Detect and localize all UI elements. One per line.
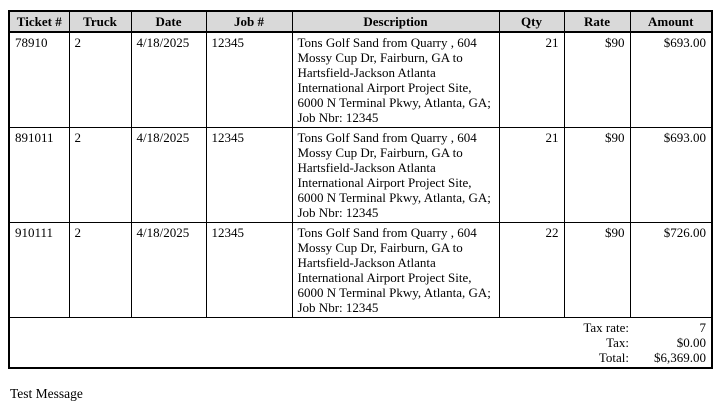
date-cell: 4/18/2025 [130,31,207,128]
tax-value: $0.00 [676,335,706,350]
rate-cell: $90 [563,31,631,128]
summary-row: Tax rate: 7 Tax: $0.00 Total: $6,369.00 [8,317,713,369]
tax-line: Tax: $0.00 [15,335,706,350]
rate-cell: $90 [563,127,631,223]
tax-label: Tax: [606,335,629,350]
rate-cell: $90 [563,222,631,318]
date-cell: 4/18/2025 [130,222,207,318]
col-header-rate: Rate [563,10,631,33]
ticket-cell: 910111 [8,222,70,318]
col-header-amount: Amount [629,10,713,33]
tax-rate-value: 7 [699,320,707,335]
total-line: Total: $6,369.00 [15,350,706,365]
tax-rate-line: Tax rate: 7 [15,320,706,335]
description-cell: Tons Golf Sand from Quarry , 604 Mossy C… [291,222,500,318]
summary-cell: Tax rate: 7 Tax: $0.00 Total: $6,369.00 [8,317,713,369]
qty-cell: 21 [498,127,565,223]
job-cell: 12345 [205,222,293,318]
truck-cell: 2 [68,222,132,318]
amount-cell: $693.00 [629,31,713,128]
job-cell: 12345 [205,31,293,128]
col-header-truck: Truck [68,10,132,33]
amount-cell: $693.00 [629,127,713,223]
total-label: Total: [598,350,629,365]
qty-cell: 22 [498,222,565,318]
date-cell: 4/18/2025 [130,127,207,223]
table-row: 891011 2 4/18/2025 12345 Tons Golf Sand … [8,127,713,223]
truck-cell: 2 [68,31,132,128]
table-header-row: Ticket # Truck Date Job # Description Qt… [8,10,713,33]
col-header-job: Job # [205,10,293,33]
description-cell: Tons Golf Sand from Quarry , 604 Mossy C… [291,127,500,223]
description-cell: Tons Golf Sand from Quarry , 604 Mossy C… [291,31,500,128]
amount-cell: $726.00 [629,222,713,318]
col-header-description: Description [291,10,500,33]
job-cell: 12345 [205,127,293,223]
col-header-date: Date [130,10,207,33]
tickets-table: Ticket # Truck Date Job # Description Qt… [8,10,713,369]
col-header-ticket: Ticket # [8,10,70,33]
truck-cell: 2 [68,127,132,223]
ticket-cell: 78910 [8,31,70,128]
tax-rate-label: Tax rate: [583,320,629,335]
col-header-qty: Qty [498,10,565,33]
table-row: 78910 2 4/18/2025 12345 Tons Golf Sand f… [8,31,713,128]
ticket-cell: 891011 [8,127,70,223]
footer-message: Test Message [10,386,83,401]
qty-cell: 21 [498,31,565,128]
total-value: $6,369.00 [654,350,706,365]
table-row: 910111 2 4/18/2025 12345 Tons Golf Sand … [8,222,713,318]
